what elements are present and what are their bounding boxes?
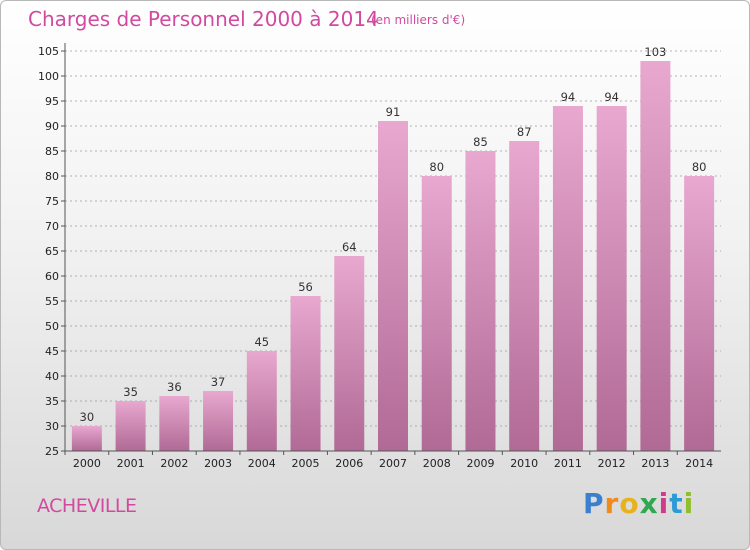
x-tick-label: 2012 <box>598 457 626 470</box>
x-tick-label: 2013 <box>641 457 669 470</box>
y-tick-label: 95 <box>45 95 59 108</box>
x-tick-label: 2002 <box>160 457 188 470</box>
bars <box>71 61 715 451</box>
value-label: 94 <box>604 90 619 104</box>
bar-2004 <box>246 351 277 451</box>
logo-letter: P <box>583 487 605 520</box>
value-label: 80 <box>429 160 444 174</box>
x-tick-label: 2014 <box>685 457 713 470</box>
value-label: 64 <box>342 240 357 254</box>
bar-2000 <box>71 426 102 451</box>
y-tick-label: 25 <box>45 445 59 458</box>
y-axis-ticks: 25 30 35 40 45 50 55 60 65 70 75 80 85 90 95 100 105 <box>38 45 65 458</box>
y-tick-label: 65 <box>45 245 59 258</box>
value-label: 56 <box>298 280 313 294</box>
logo-letter: i <box>683 487 695 520</box>
x-tick-label: 2011 <box>554 457 582 470</box>
value-label: 85 <box>473 135 488 149</box>
logo-letter: o <box>619 487 640 520</box>
x-tick-label: 2000 <box>73 457 101 470</box>
chart-title: Charges de Personnel 2000 à 2014 <box>28 7 379 31</box>
logo-letter: x <box>639 487 659 520</box>
y-tick-label: 35 <box>45 395 59 408</box>
y-tick-label: 55 <box>45 295 59 308</box>
x-tick-label: 2006 <box>335 457 363 470</box>
value-label: 103 <box>644 45 666 59</box>
bar-2007 <box>378 121 408 451</box>
value-label: 35 <box>123 385 138 399</box>
bar-2012 <box>596 106 627 451</box>
y-tick-label: 50 <box>45 320 59 333</box>
commune-name: ACHEVILLE <box>37 495 137 517</box>
x-tick-label: 2009 <box>466 457 494 470</box>
logo-letter: r <box>604 487 620 520</box>
y-tick-label: 30 <box>45 420 59 433</box>
value-label: 87 <box>517 125 532 139</box>
x-tick-label: 2005 <box>292 457 320 470</box>
x-tick-label: 2001 <box>117 457 145 470</box>
bar-2003 <box>203 391 234 451</box>
bar-2005 <box>290 296 321 451</box>
bar-2006 <box>334 256 365 451</box>
bar-2011 <box>552 106 583 451</box>
x-tick-label: 2010 <box>510 457 538 470</box>
proxiti-logo: Proxiti <box>583 487 694 520</box>
y-tick-label: 105 <box>38 45 59 58</box>
value-label: 30 <box>80 410 95 424</box>
x-tick-label: 2003 <box>204 457 232 470</box>
bar-2008 <box>421 176 452 451</box>
value-label: 91 <box>386 105 401 119</box>
y-tick-label: 100 <box>38 70 59 83</box>
y-tick-label: 45 <box>45 345 59 358</box>
bar-2009 <box>465 151 496 451</box>
value-labels: 30 35 36 37 45 56 64 91 80 85 87 94 94 103 80 <box>80 45 707 424</box>
y-tick-label: 40 <box>45 370 59 383</box>
bar-2002 <box>159 396 190 451</box>
x-tick-label: 2007 <box>379 457 407 470</box>
y-tick-label: 90 <box>45 120 59 133</box>
value-label: 36 <box>167 380 182 394</box>
bar-2010 <box>509 141 540 451</box>
x-axis-ticks: 2000 2001 2002 2003 2004 2005 2006 2007 2008 2009… <box>64 451 713 470</box>
chart-subtitle: (en milliers d'€) <box>371 13 466 27</box>
bar-2001 <box>115 401 146 451</box>
logo-letter: i <box>658 487 670 520</box>
y-tick-label: 80 <box>45 170 59 183</box>
value-label: 94 <box>561 90 576 104</box>
bar-2013 <box>640 61 671 451</box>
y-tick-label: 70 <box>45 220 59 233</box>
y-tick-label: 75 <box>45 195 59 208</box>
x-tick-label: 2008 <box>423 457 451 470</box>
value-label: 45 <box>254 335 269 349</box>
logo-letter: t <box>669 487 684 520</box>
y-tick-label: 85 <box>45 145 59 158</box>
value-label: 80 <box>692 160 707 174</box>
value-label: 37 <box>211 375 226 389</box>
x-tick-label: 2004 <box>248 457 276 470</box>
y-tick-label: 60 <box>45 270 59 283</box>
bar-2014 <box>684 176 715 451</box>
